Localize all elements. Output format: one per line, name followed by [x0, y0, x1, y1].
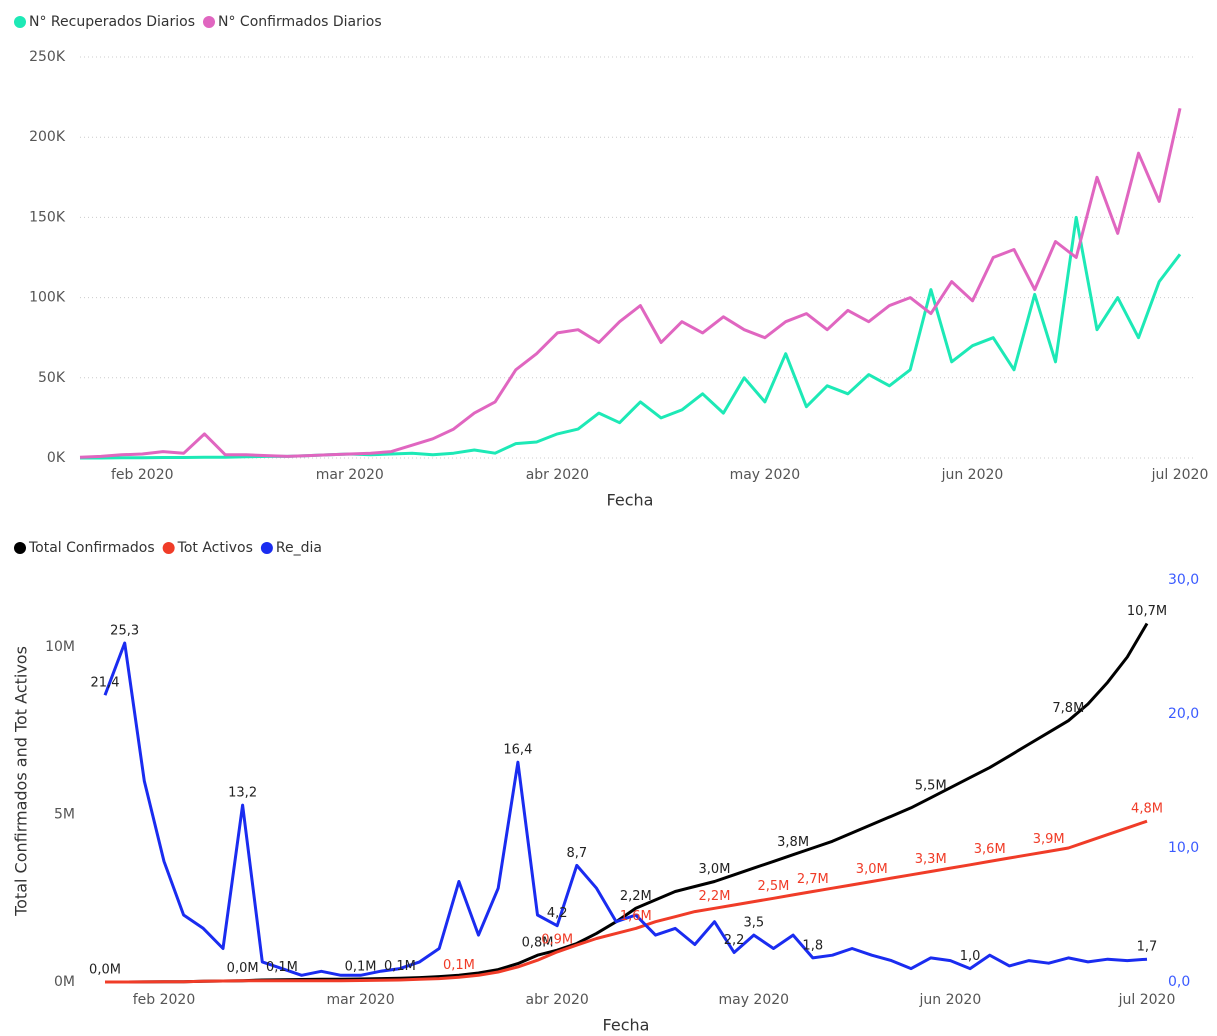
x-tick-label: feb 2020 [133, 992, 196, 1008]
legend-label: N° Recuperados Diarios [29, 14, 195, 30]
legend-marker [260, 542, 273, 554]
data-label: 2,2M [620, 889, 652, 904]
y2-tick-label: 30,0 [1168, 572, 1199, 588]
x-tick-label: mar 2020 [327, 992, 395, 1008]
x-axis-title: Fecha [603, 1016, 650, 1035]
data-label: 0,0M [227, 961, 259, 976]
data-label: 21,4 [91, 676, 120, 691]
data-label: 0,8M [522, 936, 554, 951]
x-tick-label: abr 2020 [526, 467, 589, 483]
data-label: 7,8M [1052, 701, 1084, 716]
x-tick-label: jul 2020 [1151, 467, 1209, 483]
data-label: 0,1M [384, 959, 416, 974]
legend-marker [14, 16, 26, 28]
data-label: 0,1M [266, 960, 298, 975]
data-label: 4,2 [547, 906, 568, 921]
legend-label: Tot Activos [177, 540, 253, 556]
data-label: 3,6M [974, 842, 1006, 857]
data-label: 3,0M [699, 862, 731, 877]
data-label: 3,3M [915, 852, 947, 867]
data-label: 2,5M [758, 879, 790, 894]
y-tick-label: 0M [54, 974, 75, 990]
y-tick-label: 0K [47, 450, 66, 466]
series-line [79, 107, 1182, 459]
data-label: 3,5 [743, 916, 764, 931]
y-tick-label: 200K [29, 129, 66, 145]
series-line [105, 819, 1148, 984]
data-label: 0,9M [541, 932, 573, 947]
x-tick-label: abr 2020 [526, 992, 589, 1008]
x-tick-label: may 2020 [730, 467, 801, 483]
y-tick-label: 50K [38, 370, 66, 386]
data-label: 0,1M [443, 958, 475, 973]
y2-tick-label: 10,0 [1168, 840, 1199, 856]
x-tick-label: jun 2020 [919, 992, 982, 1008]
y-tick-label: 100K [29, 290, 66, 306]
data-label: 2,2M [699, 889, 731, 904]
y2-tick-label: 0,0 [1168, 974, 1190, 990]
y-tick-label: 150K [29, 209, 66, 225]
data-label: 13,2 [228, 786, 257, 801]
legend-marker [203, 16, 215, 28]
x-axis-title: Fecha [607, 491, 654, 510]
y-tick-label: 5M [54, 807, 75, 823]
data-label: 3,9M [1033, 832, 1065, 847]
data-label: 3,8M [777, 835, 809, 850]
y-tick-label: 250K [29, 49, 66, 65]
data-label: 2,2 [724, 933, 745, 948]
data-label: 0,0M [89, 962, 121, 977]
data-label: 2,7M [797, 872, 829, 887]
series-line [103, 641, 1148, 977]
x-tick-label: feb 2020 [111, 467, 174, 483]
legend-label: Re_dia [276, 540, 322, 556]
legend-marker [14, 542, 26, 554]
x-tick-label: jul 2020 [1118, 992, 1176, 1008]
legend-marker [162, 542, 175, 554]
data-label: 1,0 [960, 949, 981, 964]
data-label: 1,7 [1137, 940, 1158, 955]
data-label: 1,8 [802, 938, 823, 953]
y-tick-label: 10M [45, 639, 75, 655]
data-label: 5,5M [915, 778, 947, 793]
x-tick-label: mar 2020 [316, 467, 384, 483]
x-tick-label: may 2020 [718, 992, 789, 1008]
data-label: 8,7 [567, 846, 588, 861]
data-label: 25,3 [110, 623, 139, 638]
data-label: 1,6M [620, 909, 652, 924]
data-label: 0,1M [345, 959, 377, 974]
data-label: 3,0M [856, 862, 888, 877]
y-axis-title: Total Confirmados and Tot Activos [12, 646, 31, 917]
legend-label: Total Confirmados [28, 540, 155, 556]
y2-tick-label: 20,0 [1168, 706, 1199, 722]
series-line [105, 622, 1149, 984]
x-tick-label: jun 2020 [941, 467, 1004, 483]
data-label: 10,7M [1127, 604, 1167, 619]
data-label: 16,4 [503, 743, 532, 758]
legend-label: N° Confirmados Diarios [218, 14, 382, 30]
data-label: 4,8M [1131, 802, 1163, 817]
